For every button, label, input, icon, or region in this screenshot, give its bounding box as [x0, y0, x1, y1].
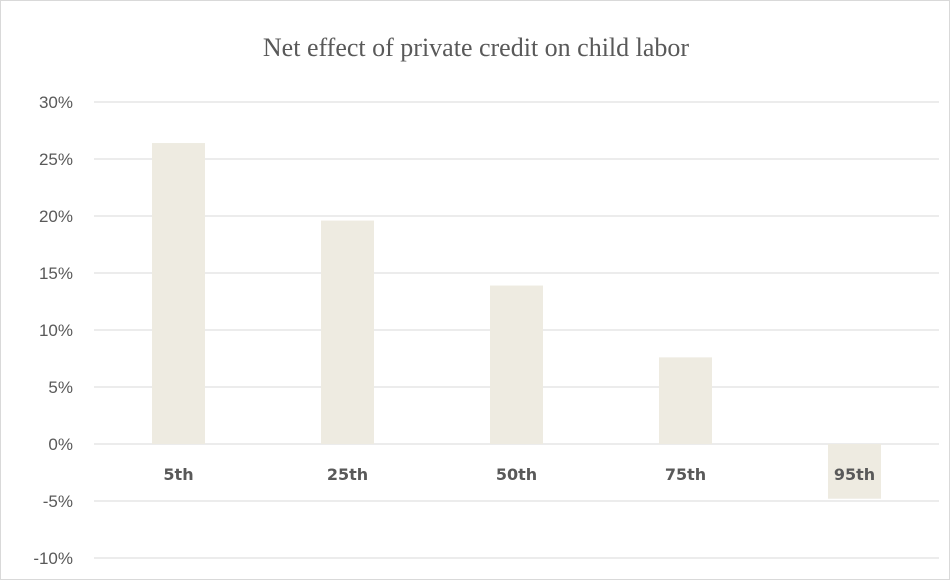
y-tick-label: 25% — [39, 150, 73, 169]
y-tick-label: 20% — [39, 207, 73, 226]
y-tick-label: 15% — [39, 264, 73, 283]
chart-title: Net effect of private credit on child la… — [262, 33, 690, 62]
category-labels: 5th 25th 50th 75th 95th — [163, 465, 875, 484]
bars — [152, 143, 881, 499]
category-label: 95th — [834, 465, 875, 484]
y-tick-label: 0% — [48, 435, 73, 454]
bar-95th — [828, 444, 881, 499]
y-tick-label: 30% — [39, 93, 73, 112]
bar-25th — [321, 220, 374, 444]
category-label: 25th — [327, 465, 368, 484]
category-label: 5th — [163, 465, 193, 484]
y-tick-label: -5% — [43, 492, 73, 511]
category-label: 75th — [665, 465, 706, 484]
bar-75th — [659, 357, 712, 444]
y-axis-ticks: 30% 25% 20% 15% 10% 5% 0% -5% -10% — [33, 93, 73, 568]
y-tick-label: 5% — [48, 378, 73, 397]
category-label: 50th — [496, 465, 537, 484]
y-tick-label: -10% — [33, 549, 73, 568]
bar-5th — [152, 143, 205, 445]
bar-50th — [490, 285, 543, 444]
y-tick-label: 10% — [39, 321, 73, 340]
